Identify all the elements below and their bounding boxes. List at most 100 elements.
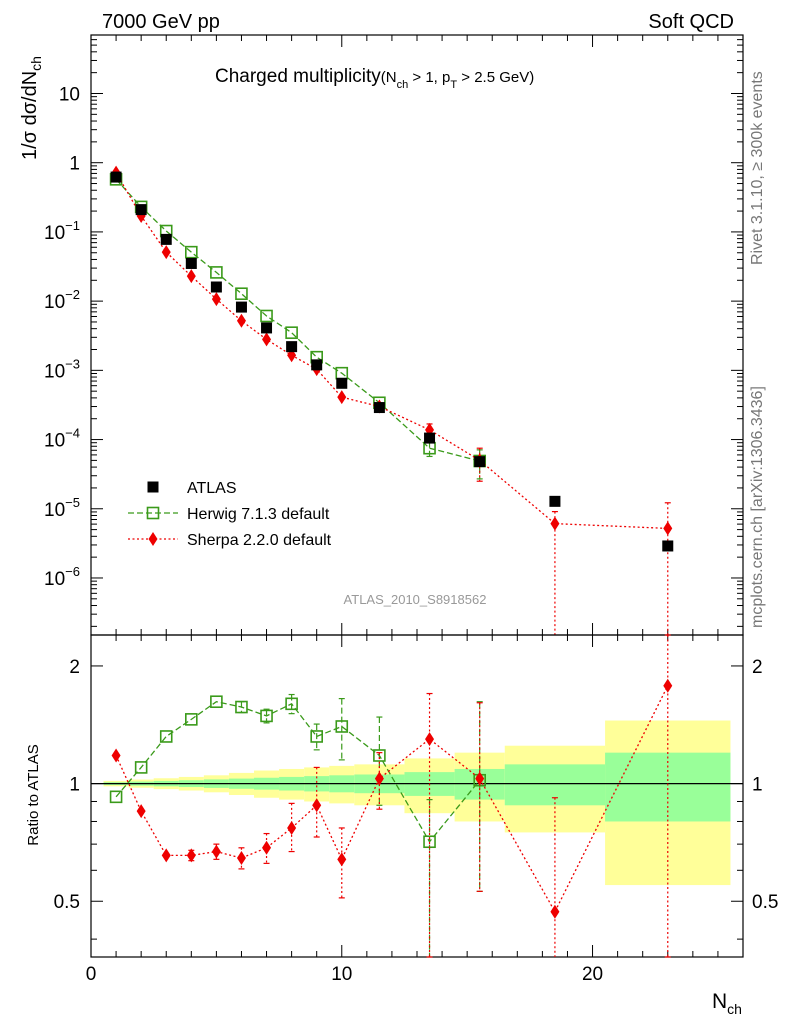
ratio-herwig-point — [159, 730, 173, 743]
legend-marker-herwig — [146, 506, 160, 520]
main-atlas-point — [160, 233, 172, 245]
ratio-sherpa-point — [262, 840, 272, 855]
ratio-sherpa-point — [136, 804, 146, 819]
tick-base: 10 — [44, 292, 65, 313]
main-herwig-point — [285, 326, 298, 339]
main-sherpa-point — [337, 390, 347, 405]
main-y-tick-label: 10−4 — [44, 426, 80, 452]
main-atlas-point — [424, 432, 436, 444]
ratio-sherpa-point — [161, 848, 171, 863]
legend-label-data: ATLAS — [187, 480, 237, 497]
main-sherpa-point — [550, 516, 560, 531]
ratio-sherpa-point — [337, 852, 347, 867]
ratio-sherpa-point — [663, 678, 673, 693]
tick-exponent: −2 — [65, 287, 80, 302]
ratio-band-inner — [605, 752, 731, 822]
main-atlas-point — [210, 281, 222, 293]
main-herwig-point — [185, 245, 198, 259]
main-herwig-point — [210, 266, 223, 279]
ratio-sherpa-point — [186, 848, 196, 863]
tick-exponent: −1 — [65, 218, 80, 233]
ratio-herwig-point — [134, 761, 148, 774]
legend-label-herwig: Herwig 7.1.3 default — [187, 506, 330, 523]
main-atlas-point — [110, 171, 122, 183]
ratio-y-tick-label: 1 — [69, 775, 80, 796]
ratio-sherpa-line — [115, 685, 669, 914]
ratio-y-tick-label-right: 1 — [752, 775, 763, 796]
title-note-sub1: ch — [397, 79, 409, 91]
ratio-herwig-point — [260, 709, 273, 723]
ratio-y-tick-label: 0.5 — [54, 892, 80, 913]
x-tick-label: 0 — [86, 964, 97, 985]
ratio-sherpa-point — [287, 820, 297, 835]
ratio-sherpa-point — [236, 851, 246, 866]
main-atlas-point — [474, 456, 486, 468]
main-y-tick-label: 10−6 — [44, 564, 80, 590]
tick-base: 10 — [44, 569, 65, 590]
ratio-herwig-point — [310, 730, 323, 743]
ratio-herwig-point — [335, 720, 349, 733]
main-sherpa-point — [211, 292, 221, 307]
analysis-id-label: ATLAS_2010_S8918562 — [344, 592, 487, 607]
ratio-herwig-point — [109, 790, 123, 804]
main-y-tick-label: 1 — [69, 154, 80, 175]
main-y-axis-label: 1/σ dσ/dNch — [19, 56, 44, 160]
main-atlas-point — [336, 377, 348, 389]
main-atlas-point — [311, 359, 323, 371]
main-atlas-point — [373, 402, 385, 414]
ratio-herwig-point — [373, 749, 386, 762]
main-atlas-point — [549, 495, 561, 507]
ratio-y-tick-label-right: 0.5 — [752, 892, 778, 913]
ratio-sherpa-point — [550, 904, 560, 919]
main-sherpa-point — [161, 245, 171, 260]
main-y-tick-label: 10 — [59, 84, 80, 105]
main-herwig-line — [115, 178, 480, 462]
tick-exponent: −4 — [65, 426, 80, 441]
main-atlas-point — [185, 257, 197, 269]
ratio-herwig-point — [185, 713, 198, 726]
header-beam-label: 7000 GeV pp — [102, 11, 220, 33]
ratio-sherpa-point — [312, 798, 322, 813]
main-y-tick-label: 10−1 — [44, 218, 80, 244]
main-atlas-point — [662, 540, 674, 552]
tick-exponent: −3 — [65, 356, 80, 371]
main-sherpa-point — [663, 521, 673, 536]
ratio-herwig-point — [235, 700, 248, 714]
x-label-sub: ch — [727, 1001, 742, 1017]
ratio-sherpa-point — [111, 748, 121, 763]
title-note-mid: > 1, p — [408, 69, 450, 86]
ratio-y-tick-label: 2 — [69, 657, 80, 678]
ratio-y-tick-label-right: 2 — [752, 657, 763, 678]
tick-base: 10 — [44, 361, 65, 382]
main-chart-title: Charged multiplicity(Nch > 1, pT > 2.5 G… — [215, 66, 534, 91]
tick-base: 1 — [69, 154, 80, 175]
header-process-label: Soft QCD — [648, 11, 734, 33]
main-y-label-text: 1/σ dσ/dN — [19, 71, 41, 160]
title-note-sub2: T — [450, 79, 457, 91]
ratio-herwig-point — [210, 695, 223, 709]
main-sherpa-point — [262, 332, 272, 347]
main-sherpa-point — [186, 269, 196, 284]
main-sherpa-line — [115, 172, 668, 530]
ratio-sherpa-point — [211, 844, 221, 859]
tick-base: 10 — [59, 84, 80, 105]
main-atlas-point — [135, 204, 147, 216]
x-axis-label: Nch — [712, 990, 742, 1017]
main-herwig-point — [260, 309, 273, 323]
tick-exponent: −6 — [65, 564, 80, 579]
main-sherpa-point — [236, 313, 246, 328]
tick-exponent: −5 — [65, 495, 80, 510]
main-y-tick-label: 10−2 — [44, 287, 80, 313]
mcplots-label: mcplots.cern.ch [arXiv:1306.3436] — [749, 386, 766, 628]
rivet-version-label: Rivet 3.1.10, ≥ 300k events — [749, 71, 766, 265]
legend-label-sherpa: Sherpa 2.2.0 default — [187, 532, 332, 549]
main-y-tick-label: 10−5 — [44, 495, 80, 521]
main-title-text: Charged multiplicity — [215, 66, 381, 87]
ratio-sherpa-point — [374, 771, 384, 786]
legend-marker-sherpa — [148, 532, 158, 546]
tick-base: 10 — [44, 431, 65, 452]
main-atlas-point — [261, 322, 273, 334]
